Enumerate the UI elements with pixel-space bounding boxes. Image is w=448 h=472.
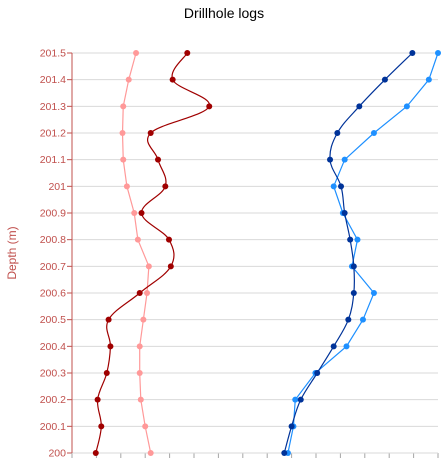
data-point [356,103,363,110]
data-point [330,183,337,190]
data-point [297,396,304,403]
data-point [409,50,416,56]
data-point [98,423,105,430]
data-point [162,183,169,190]
series-group [92,50,441,456]
y-tick-label: 200.9 [40,208,66,220]
data-point [138,210,145,216]
data-point [147,130,154,136]
y-tick-label: 201.4 [40,74,66,86]
data-point [123,183,130,190]
y-tick-label: 201.5 [40,48,66,60]
data-point [341,156,348,163]
data-point [343,343,350,350]
y-tick-label: 200.6 [40,288,66,300]
data-point [142,423,149,430]
data-point [136,290,143,296]
y-tick-label: 201.1 [40,154,66,166]
data-point [94,396,101,403]
y-tick-label: 200.3 [40,368,66,380]
data-point [345,316,352,323]
y-tick-label: 200.2 [40,394,66,406]
data-point [184,50,191,56]
data-point [134,236,141,243]
data-point [147,450,154,456]
data-point [107,343,114,350]
series-line [95,52,210,454]
data-point [370,290,377,296]
data-point [145,263,152,270]
data-point [137,396,144,403]
data-point [92,450,99,456]
data-point [165,236,172,243]
y-tick-label: 201.2 [40,128,66,140]
data-point [359,316,366,323]
data-point [136,370,143,376]
y-tick-label: 200.8 [40,234,66,246]
axes: 201.5 201.4 201.3 201.2 201.1 201 200.9 200.8 20… [40,48,439,460]
y-tick-label: 200.4 [40,341,66,353]
series-3 [284,50,441,456]
data-point [155,156,162,163]
data-point [105,316,112,323]
data-point [338,183,345,190]
data-point [425,76,432,83]
data-point [327,156,334,163]
data-point [120,103,127,110]
data-point [281,450,288,456]
series-line [121,52,152,454]
y-tick-label: 200.7 [40,261,66,273]
series-line [287,52,439,454]
data-point [350,263,357,270]
data-point [144,290,151,296]
series-1 [119,50,154,456]
data-point [341,210,348,216]
data-point [288,423,295,430]
data-point [330,343,337,350]
data-point [403,103,410,110]
data-point [354,236,361,243]
data-point [435,50,441,56]
gridlines [72,52,438,454]
data-point [350,290,357,296]
data-point [136,343,143,350]
data-point [370,130,377,136]
data-point [381,76,388,83]
y-tick-label: 201.3 [40,101,66,113]
data-point [169,76,176,83]
data-point [347,236,354,243]
data-point [119,130,126,136]
y-tick-label: 200.1 [40,421,66,433]
data-point [292,396,299,403]
y-tick-label: 201 [48,181,66,193]
series-line [283,52,413,454]
data-point [140,316,147,323]
data-point [206,103,213,110]
series-4 [281,50,416,456]
data-point [314,370,321,376]
y-tick-label: 200.5 [40,314,66,326]
chart-title: Drillhole logs [183,5,265,21]
data-point [167,263,174,270]
y-axis-label: Depth (m) [5,226,19,279]
y-tick-label: 200 [48,448,66,460]
data-point [334,130,341,136]
data-point [103,370,110,376]
data-point [133,50,140,56]
data-point [131,210,138,216]
series-2 [92,50,213,456]
data-point [120,156,127,163]
data-point [125,76,132,83]
